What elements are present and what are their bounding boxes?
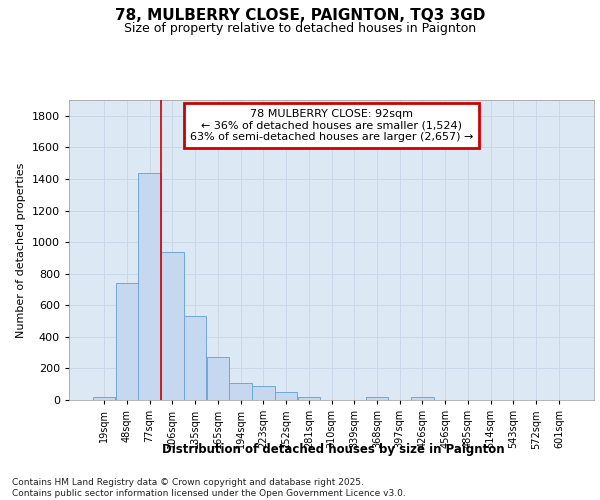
Bar	[139, 174, 161, 400]
Text: Distribution of detached houses by size in Paignton: Distribution of detached houses by size …	[161, 442, 505, 456]
Bar	[161, 252, 184, 400]
Bar	[229, 384, 252, 400]
Bar	[252, 386, 275, 400]
Bar	[206, 358, 229, 400]
Text: Size of property relative to detached houses in Paignton: Size of property relative to detached ho…	[124, 22, 476, 35]
Bar	[93, 397, 115, 400]
Bar	[275, 392, 297, 400]
Text: 78, MULBERRY CLOSE, PAIGNTON, TQ3 3GD: 78, MULBERRY CLOSE, PAIGNTON, TQ3 3GD	[115, 8, 485, 22]
Bar	[184, 316, 206, 400]
Bar	[366, 398, 388, 400]
Text: 78 MULBERRY CLOSE: 92sqm
← 36% of detached houses are smaller (1,524)
63% of sem: 78 MULBERRY CLOSE: 92sqm ← 36% of detach…	[190, 109, 473, 142]
Text: Contains HM Land Registry data © Crown copyright and database right 2025.
Contai: Contains HM Land Registry data © Crown c…	[12, 478, 406, 498]
Bar	[411, 398, 434, 400]
Bar	[116, 283, 138, 400]
Bar	[298, 397, 320, 400]
Y-axis label: Number of detached properties: Number of detached properties	[16, 162, 26, 338]
